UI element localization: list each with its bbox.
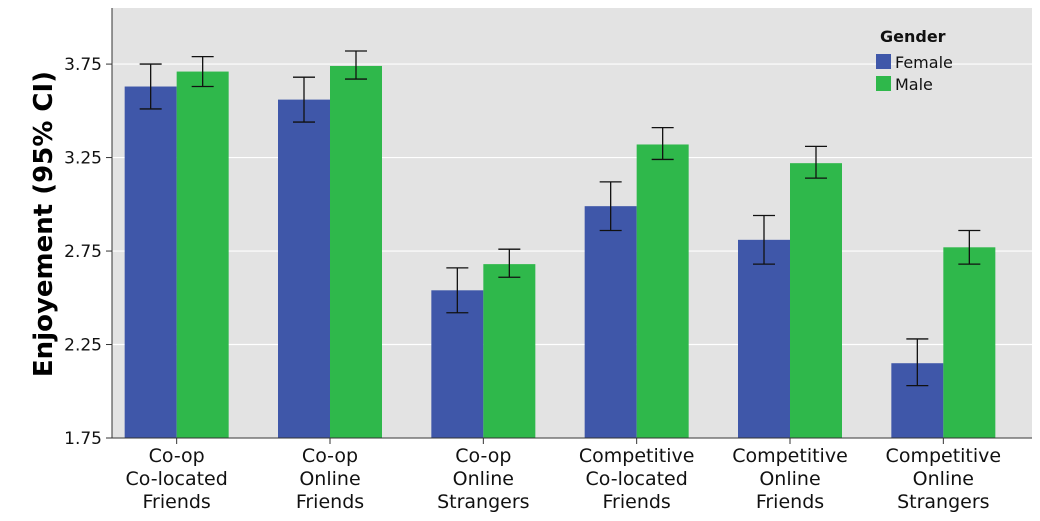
x-tick-label: Friends <box>143 491 211 513</box>
x-tick-label: Competitive <box>732 445 848 467</box>
bar-female <box>124 86 177 439</box>
legend-swatch-female <box>876 54 891 69</box>
x-tick-label: Online <box>913 468 974 490</box>
x-tick-label: Online <box>299 468 360 490</box>
x-tick-label: Co-op <box>302 445 358 467</box>
y-tick-label: 3.25 <box>64 149 102 169</box>
legend-label-female: Female <box>895 53 953 72</box>
bar-male <box>483 264 536 438</box>
x-tick-label: Co-op <box>455 445 511 467</box>
bar-female <box>738 239 790 438</box>
bar-male <box>790 163 842 438</box>
x-tick-label: Co-located <box>126 468 228 490</box>
y-tick-label: 2.25 <box>64 336 102 356</box>
x-tick-label: Strangers <box>437 491 529 513</box>
x-tick-label: Friends <box>756 491 824 513</box>
error-bars <box>139 50 981 387</box>
bar-male <box>636 144 689 438</box>
bar-male <box>176 71 229 438</box>
y-tick-label: 1.75 <box>64 429 102 449</box>
x-tick-label: Friends <box>296 491 364 513</box>
x-tick-label: Co-op <box>149 445 205 467</box>
legend-title: Gender <box>880 27 946 46</box>
y-tick-label: 3.75 <box>64 55 102 75</box>
x-tick-label: Competitive <box>886 445 1002 467</box>
x-tick-label: Online <box>759 468 820 490</box>
x-axis: Co-opCo-locatedFriendsCo-opOnlineFriends… <box>112 437 1032 513</box>
bar-male <box>943 247 996 438</box>
x-tick-label: Online <box>453 468 514 490</box>
y-tick-label: 2.75 <box>64 242 102 262</box>
bar-female <box>431 290 484 438</box>
bar-male <box>330 65 382 439</box>
x-tick-label: Co-located <box>586 468 688 490</box>
legend: Gender Female Male <box>876 27 953 94</box>
bar-female <box>278 99 330 438</box>
x-tick-label: Competitive <box>579 445 695 467</box>
y-axis: 1.75 2.25 2.75 3.25 3.75 <box>64 8 113 449</box>
x-tick-label: Strangers <box>897 491 989 513</box>
x-tick-label: Friends <box>603 491 671 513</box>
y-axis-label: Enjoyement (95% CI) <box>29 71 59 377</box>
bars <box>124 65 996 439</box>
legend-label-male: Male <box>895 75 933 94</box>
bar-female <box>584 206 637 438</box>
legend-swatch-male <box>876 76 891 91</box>
